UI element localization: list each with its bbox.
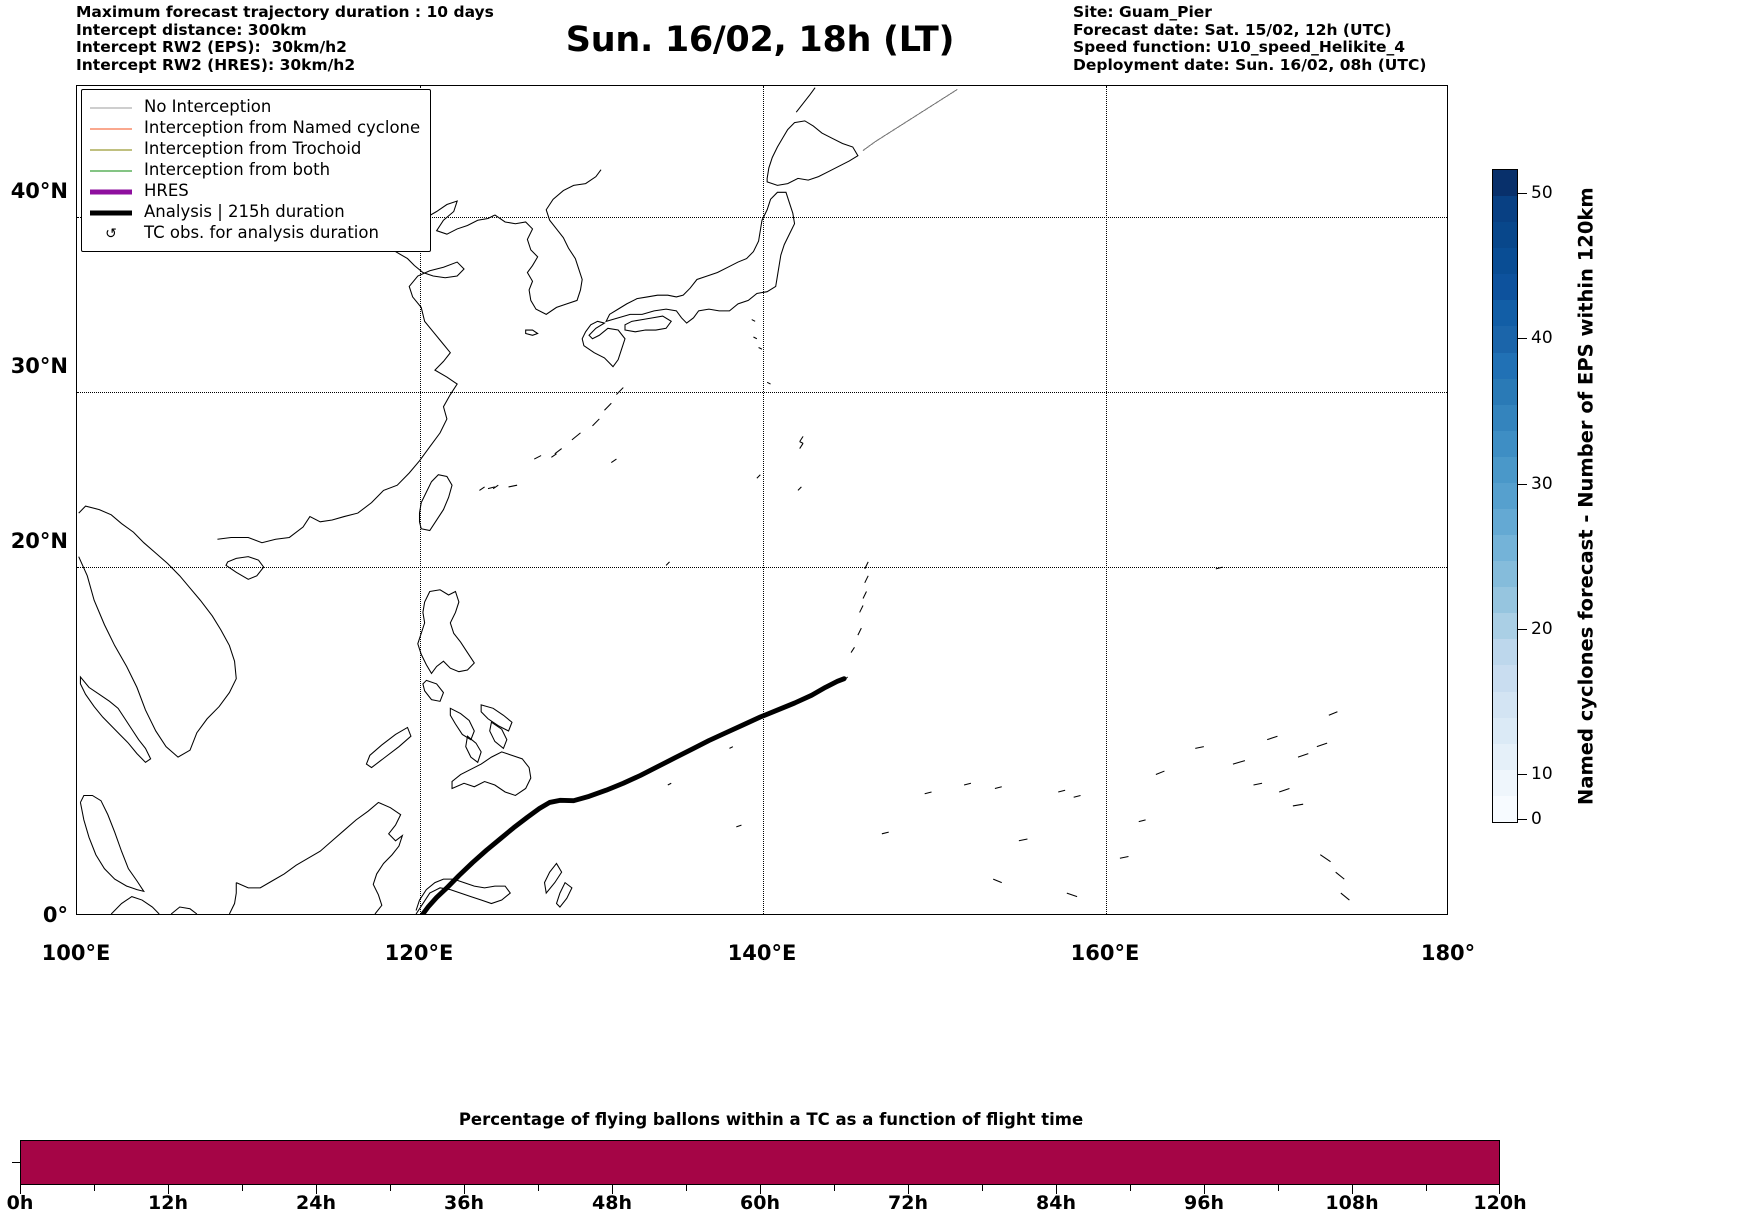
colorbar-gradient — [1492, 169, 1518, 823]
pct-tick-36 — [464, 1185, 465, 1194]
pct-tick-12 — [168, 1185, 169, 1194]
pct-tick-30 — [390, 1185, 391, 1191]
legend-label: TC obs. for analysis duration — [144, 223, 379, 243]
analysis-track — [420, 676, 847, 914]
pct-tick-108 — [1352, 1185, 1353, 1194]
lat-tick-20N: 20°N — [10, 529, 68, 553]
pct-label-36h: 36h — [444, 1192, 484, 1214]
pct-tick-0 — [20, 1185, 21, 1194]
legend-line-swatch — [90, 206, 132, 220]
pct-tick-78 — [982, 1185, 983, 1191]
legend-item-hres[interactable]: HRES — [90, 181, 420, 202]
gridline-lat-40 — [77, 217, 1447, 218]
colorbar-tick-20 — [1518, 629, 1527, 630]
pct-label-120h: 120h — [1473, 1192, 1527, 1214]
legend-item-tc-obs[interactable]: ↺ TC obs. for analysis duration — [90, 223, 420, 244]
lat-tick-30N: 30°N — [10, 354, 68, 378]
pct-tick-54 — [686, 1185, 687, 1191]
pct-tick-6 — [94, 1185, 95, 1191]
pct-label-84h: 84h — [1036, 1192, 1076, 1214]
lon-tick-160E: 160°E — [1070, 941, 1140, 965]
pct-tick-18 — [242, 1185, 243, 1191]
pct-tick-120 — [1499, 1185, 1500, 1194]
colorbar-title: Named cyclones forecast - Number of EPS … — [1574, 187, 1598, 805]
pct-tick-42 — [538, 1185, 539, 1191]
colorbar-tick-50 — [1518, 193, 1527, 194]
legend-line-swatch — [90, 185, 132, 199]
legend-label: Analysis | 215h duration — [144, 202, 345, 222]
legend-label: No Interception — [144, 97, 272, 117]
legend-line-swatch — [90, 101, 132, 115]
header-left-info: Maximum forecast trajectory duration : 1… — [76, 3, 494, 74]
lat-tick-40N: 40°N — [10, 179, 68, 203]
legend-line-swatch — [90, 164, 132, 178]
gridline-lat-30 — [77, 391, 1447, 393]
percent-bar-axes[interactable] — [20, 1140, 1500, 1185]
coastline-layer — [77, 86, 1447, 914]
legend-label: Interception from Trochoid — [144, 139, 362, 159]
colorbar-tick-label-0: 0 — [1531, 809, 1542, 829]
colorbar-tick-40 — [1518, 338, 1527, 339]
percent-bar-title: Percentage of flying ballons within a TC… — [458, 1110, 1084, 1129]
pct-label-12h: 12h — [148, 1192, 188, 1214]
gridline-lat-20 — [77, 566, 1447, 568]
pct-label-0h: 0h — [6, 1192, 34, 1214]
colorbar-tick-0 — [1518, 819, 1527, 820]
lon-tick-100E: 100°E — [41, 941, 111, 965]
colorbar-tick-label-50: 50 — [1531, 183, 1553, 203]
hurricane-icon: ↺ — [90, 227, 132, 241]
pct-tick-60 — [760, 1185, 761, 1194]
analysis-trajectory-layer — [420, 676, 847, 914]
hurricane-glyph: ↺ — [105, 225, 117, 242]
map-legend[interactable]: No Interception Interception from Named … — [81, 89, 432, 252]
gridline-lon-120 — [420, 86, 421, 914]
pct-label-96h: 96h — [1184, 1192, 1224, 1214]
legend-label: HRES — [144, 181, 189, 201]
legend-line-swatch — [90, 143, 132, 157]
legend-item-both[interactable]: Interception from both — [90, 160, 420, 181]
percent-bar-ytick — [12, 1162, 20, 1163]
gridline-lon-140 — [763, 86, 764, 914]
pct-label-108h: 108h — [1325, 1192, 1379, 1214]
pct-tick-114 — [1426, 1185, 1427, 1191]
pct-tick-66 — [834, 1185, 835, 1191]
pct-tick-72 — [908, 1185, 909, 1194]
colorbar-tick-label-10: 10 — [1531, 764, 1553, 784]
lon-tick-180: 180° — [1420, 941, 1476, 965]
colorbar[interactable]: 50 40 30 20 10 0 — [1492, 169, 1553, 829]
header-right-info: Site: Guam_Pier Forecast date: Sat. 15/0… — [1073, 3, 1427, 74]
pct-tick-96 — [1204, 1185, 1205, 1194]
pct-label-60h: 60h — [740, 1192, 780, 1214]
legend-item-named-cyclone[interactable]: Interception from Named cyclone — [90, 118, 420, 139]
legend-label: Interception from both — [144, 160, 331, 180]
legend-line-swatch — [90, 122, 132, 136]
legend-item-no-interception[interactable]: No Interception — [90, 97, 420, 118]
pct-tick-24 — [316, 1185, 317, 1194]
lat-tick-0: 0° — [42, 903, 68, 927]
pct-tick-102 — [1278, 1185, 1279, 1191]
pct-label-72h: 72h — [888, 1192, 928, 1214]
colorbar-tick-label-20: 20 — [1531, 619, 1553, 639]
percent-bar-fill — [21, 1141, 1499, 1184]
lon-tick-140E: 140°E — [727, 941, 797, 965]
colorbar-tick-label-30: 30 — [1531, 474, 1553, 494]
legend-item-trochoid[interactable]: Interception from Trochoid — [90, 139, 420, 160]
pct-tick-48 — [612, 1185, 613, 1194]
colorbar-tick-10 — [1518, 774, 1527, 775]
pct-label-24h: 24h — [296, 1192, 336, 1214]
pct-tick-90 — [1130, 1185, 1131, 1191]
colorbar-tick-label-40: 40 — [1531, 328, 1553, 348]
lon-tick-120E: 120°E — [384, 941, 454, 965]
legend-item-analysis[interactable]: Analysis | 215h duration — [90, 202, 420, 223]
legend-label: Interception from Named cyclone — [144, 118, 421, 138]
pct-tick-84 — [1056, 1185, 1057, 1194]
pct-label-48h: 48h — [592, 1192, 632, 1214]
page-title: Sun. 16/02, 18h (LT) — [565, 20, 955, 60]
colorbar-tick-30 — [1518, 484, 1527, 485]
gridline-lon-160 — [1106, 86, 1107, 914]
